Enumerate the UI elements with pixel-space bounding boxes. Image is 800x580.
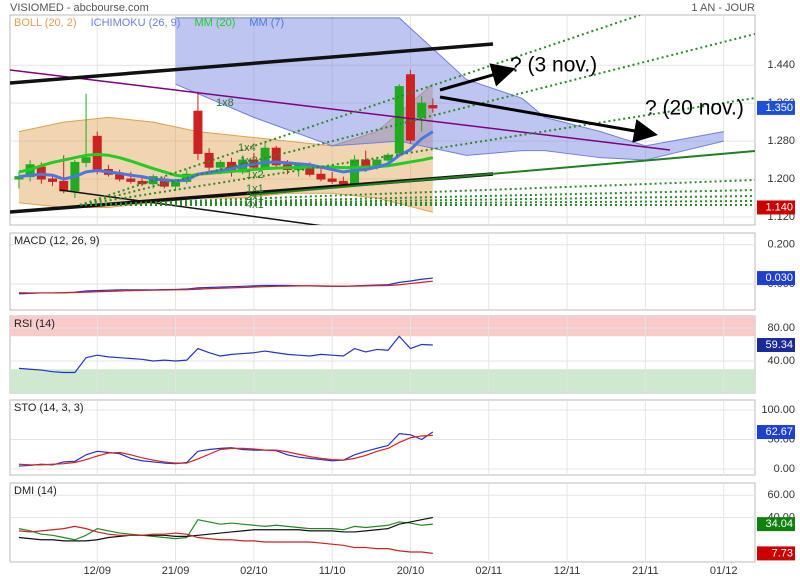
- series-line: [18, 525, 433, 554]
- annotation: 1x1: [246, 183, 264, 195]
- annotation: 1x4: [238, 142, 256, 154]
- value-tag: [757, 271, 795, 286]
- y-tick-label: 0.00: [774, 463, 795, 475]
- x-tick-label: 21/09: [162, 565, 190, 577]
- y-tick-label: 1.280: [767, 135, 795, 147]
- panel: [9, 232, 756, 311]
- x-tick-label: 01/12: [710, 565, 738, 577]
- x-tick-label: 20/10: [397, 565, 425, 577]
- value-tag: [757, 200, 795, 215]
- value-tag-label: 1.350: [765, 102, 793, 114]
- legend-entry: ICHIMOKU (26, 9): [91, 17, 181, 29]
- x-tick-label: 11/10: [319, 565, 346, 577]
- value-tag: [757, 425, 795, 440]
- candle-body: [193, 110, 203, 154]
- trendlines: [10, 15, 755, 225]
- band-edge: [175, 17, 724, 147]
- panel: [9, 399, 756, 476]
- candle-body: [14, 176, 24, 180]
- plot-area: [10, 483, 755, 562]
- candle-body: [81, 157, 91, 163]
- trendline: [10, 42, 494, 85]
- candle-body: [405, 74, 415, 141]
- trendline: [10, 69, 671, 151]
- candle-body: [126, 178, 136, 182]
- y-tick-label: 40.00: [767, 355, 795, 367]
- value-tag-label: 59.34: [765, 339, 793, 351]
- x-tick-label: 12/09: [83, 565, 111, 577]
- panel-title: RSI (14): [14, 318, 55, 330]
- value-tag-label: 62.67: [765, 426, 793, 438]
- legend-entry: BOLL (20, 2): [14, 17, 77, 29]
- fan-lines: [79, 15, 755, 206]
- series-line: [18, 516, 433, 542]
- annotation: 1x8: [216, 97, 234, 109]
- candle-body: [394, 86, 404, 154]
- value-tag-label: 1.140: [765, 201, 793, 213]
- y-tick-label: 100.00: [761, 404, 795, 416]
- value-tag-label: 34.04: [765, 518, 793, 530]
- y-tick-label: 80.00: [767, 322, 795, 334]
- annotation: 2x1: [246, 191, 264, 203]
- candle-body: [383, 154, 393, 161]
- candle-body: [338, 180, 348, 185]
- panel-title: MACD (12, 26, 9): [14, 235, 100, 247]
- legend-entry: MM (7): [249, 17, 284, 29]
- plot-area: [10, 400, 755, 475]
- candle-body: [316, 173, 326, 180]
- series-line: [18, 431, 434, 467]
- annotation: ? (20 nov.): [645, 97, 744, 120]
- x-tick-label: 02/10: [240, 565, 268, 577]
- candle-body: [271, 147, 281, 166]
- plot-area: [10, 316, 755, 393]
- legend-entry: MM (20): [194, 17, 235, 29]
- candle-body: [417, 102, 427, 118]
- series-line: [18, 434, 433, 466]
- panel-title: STO (14, 3, 3): [14, 402, 84, 414]
- y-tick-label: 60.00: [767, 489, 795, 501]
- trendline: [59, 189, 322, 225]
- y-tick-label: 0.200: [767, 239, 795, 251]
- series-line: [18, 335, 433, 374]
- value-tag: [757, 100, 795, 115]
- series-line: [18, 130, 434, 183]
- annotation: 1x2: [246, 169, 264, 181]
- overbought-zone: [10, 316, 755, 337]
- series-line: [18, 519, 433, 541]
- panel-title: DMI (14): [14, 485, 57, 497]
- candle-body: [48, 178, 58, 182]
- x-tick-label: 02/11: [475, 565, 502, 577]
- trendline: [249, 150, 755, 196]
- value-tag-label: 7.73: [772, 547, 793, 559]
- value-tag: [757, 546, 795, 561]
- candle-body: [327, 178, 337, 182]
- chart-subtitle: 1 AN - JOUR: [691, 2, 755, 14]
- candle-body: [428, 105, 438, 109]
- candle-body: [215, 161, 225, 168]
- oversold-zone: [10, 369, 755, 393]
- plot-area: [10, 233, 755, 310]
- x-tick-label: 21/11: [632, 565, 659, 577]
- y-tick-label: 1.440: [767, 59, 795, 71]
- value-tag: [757, 338, 795, 353]
- chart-title: VISIOMED - abcbourse.com: [10, 2, 149, 14]
- annotation: 1x3: [240, 155, 258, 167]
- plot-area: [10, 15, 755, 225]
- annotation: ? (3 nov.): [510, 54, 597, 77]
- value-tag-label: 0.030: [765, 272, 793, 284]
- annotation: 4x1: [246, 199, 264, 211]
- band-area: [175, 17, 724, 161]
- y-tick-label: 1.200: [767, 173, 795, 185]
- x-tick-label: 12/11: [554, 565, 581, 577]
- arrow: [439, 95, 658, 143]
- value-tag: [757, 517, 795, 532]
- arrow: [439, 63, 516, 92]
- band-edge: [175, 83, 724, 161]
- series-line: [18, 280, 433, 294]
- series-line: [18, 152, 434, 179]
